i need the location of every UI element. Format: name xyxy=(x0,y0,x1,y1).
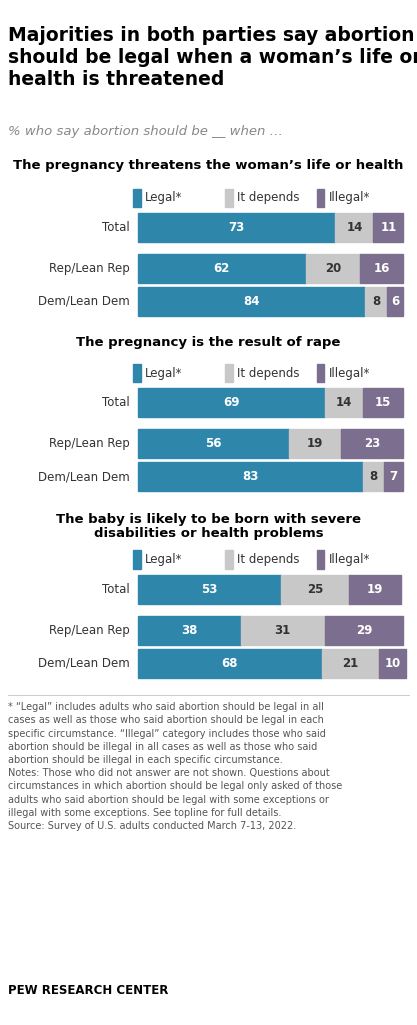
Text: 8: 8 xyxy=(369,470,377,483)
Text: It depends: It depends xyxy=(237,192,299,204)
Bar xyxy=(379,649,406,678)
Text: Legal*: Legal* xyxy=(145,367,183,379)
Text: Rep/Lean Rep: Rep/Lean Rep xyxy=(48,262,129,275)
Bar xyxy=(281,575,349,604)
Text: * “Legal” includes adults who said abortion should be legal in all
cases as well: * “Legal” includes adults who said abort… xyxy=(8,702,343,831)
Bar xyxy=(374,213,403,242)
Bar xyxy=(138,462,362,491)
Bar xyxy=(133,550,141,569)
Bar xyxy=(138,254,306,283)
Text: The pregnancy is the result of rape: The pregnancy is the result of rape xyxy=(76,336,341,350)
Bar xyxy=(360,254,403,283)
Bar xyxy=(322,649,379,678)
Bar xyxy=(341,429,403,458)
Text: Total: Total xyxy=(101,221,129,234)
Bar xyxy=(362,388,403,417)
Bar xyxy=(306,254,360,283)
Text: 7: 7 xyxy=(390,470,398,483)
Text: 38: 38 xyxy=(181,624,197,637)
Text: 53: 53 xyxy=(201,583,218,596)
Text: Dem/Lean Dem: Dem/Lean Dem xyxy=(38,470,129,483)
Text: 29: 29 xyxy=(356,624,372,637)
Text: Dem/Lean Dem: Dem/Lean Dem xyxy=(38,295,129,308)
Text: 11: 11 xyxy=(380,221,397,234)
Bar xyxy=(335,213,374,242)
Bar xyxy=(324,616,403,645)
Text: 19: 19 xyxy=(307,438,323,450)
Text: 21: 21 xyxy=(342,657,359,669)
Text: Illegal*: Illegal* xyxy=(329,192,370,204)
Text: It depends: It depends xyxy=(237,554,299,566)
Text: Illegal*: Illegal* xyxy=(329,367,370,379)
Text: 15: 15 xyxy=(375,397,391,409)
Text: 8: 8 xyxy=(372,295,380,308)
Bar xyxy=(362,462,384,491)
Text: Total: Total xyxy=(101,583,129,596)
Bar xyxy=(349,575,400,604)
Bar xyxy=(138,388,324,417)
Text: Dem/Lean Dem: Dem/Lean Dem xyxy=(38,657,129,669)
Text: % who say abortion should be __ when …: % who say abortion should be __ when … xyxy=(8,125,283,138)
Bar xyxy=(384,462,403,491)
Text: 23: 23 xyxy=(364,438,380,450)
Bar xyxy=(324,388,362,417)
Text: Rep/Lean Rep: Rep/Lean Rep xyxy=(48,624,129,637)
Text: 14: 14 xyxy=(346,221,363,234)
Text: 16: 16 xyxy=(373,262,390,275)
Bar xyxy=(317,189,324,207)
Text: The baby is likely to be born with severe
disabilities or health problems: The baby is likely to be born with sever… xyxy=(56,512,361,540)
Text: 73: 73 xyxy=(229,221,245,234)
Bar xyxy=(133,189,141,207)
Text: 84: 84 xyxy=(243,295,260,308)
Bar xyxy=(241,616,324,645)
Text: 20: 20 xyxy=(325,262,341,275)
Bar xyxy=(133,364,141,382)
Text: It depends: It depends xyxy=(237,367,299,379)
Text: PEW RESEARCH CENTER: PEW RESEARCH CENTER xyxy=(8,984,169,997)
Bar xyxy=(138,213,335,242)
Bar xyxy=(138,649,322,678)
Bar xyxy=(225,364,233,382)
Text: 10: 10 xyxy=(384,657,400,669)
Text: 31: 31 xyxy=(274,624,291,637)
Bar xyxy=(365,287,387,316)
Text: Majorities in both parties say abortion
should be legal when a woman’s life or
h: Majorities in both parties say abortion … xyxy=(8,26,417,88)
Bar xyxy=(138,287,365,316)
Text: Illegal*: Illegal* xyxy=(329,554,370,566)
Text: Total: Total xyxy=(101,397,129,409)
Text: The pregnancy threatens the woman’s life or health: The pregnancy threatens the woman’s life… xyxy=(13,159,404,172)
Text: Legal*: Legal* xyxy=(145,554,183,566)
Bar xyxy=(289,429,341,458)
Text: 69: 69 xyxy=(223,397,239,409)
Text: 62: 62 xyxy=(214,262,230,275)
Bar xyxy=(138,429,289,458)
Bar xyxy=(317,364,324,382)
Text: 68: 68 xyxy=(221,657,238,669)
Text: 83: 83 xyxy=(242,470,258,483)
Text: 25: 25 xyxy=(307,583,323,596)
Bar xyxy=(225,550,233,569)
Bar xyxy=(138,616,241,645)
Bar xyxy=(317,550,324,569)
Text: Legal*: Legal* xyxy=(145,192,183,204)
Text: 6: 6 xyxy=(391,295,399,308)
Bar xyxy=(225,189,233,207)
Bar xyxy=(387,287,403,316)
Text: Rep/Lean Rep: Rep/Lean Rep xyxy=(48,438,129,450)
Bar xyxy=(138,575,281,604)
Text: 19: 19 xyxy=(367,583,383,596)
Text: 56: 56 xyxy=(205,438,222,450)
Text: 14: 14 xyxy=(335,397,352,409)
